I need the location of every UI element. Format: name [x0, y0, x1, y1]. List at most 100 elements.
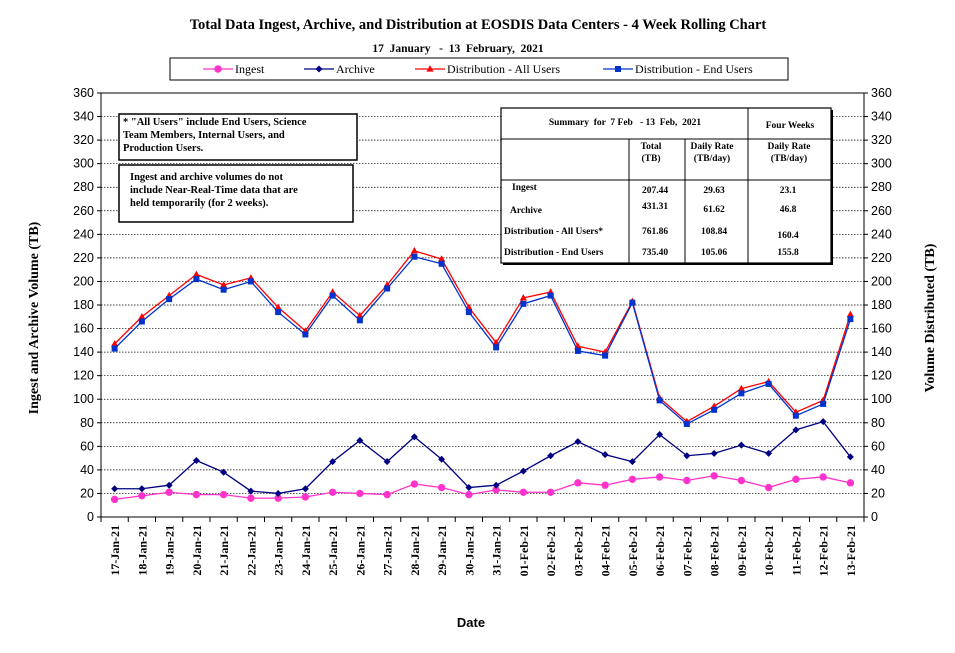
y-tick-label-left: 140: [73, 345, 94, 359]
data-point: [493, 344, 500, 351]
y-tick-label-left: 20: [80, 486, 94, 500]
row-archive-daily: 61.62: [703, 205, 725, 215]
data-point: [820, 400, 827, 407]
data-point: [629, 299, 636, 306]
chart-title: Total Data Ingest, Archive, and Distribu…: [190, 17, 767, 33]
row-archive-total: 431.31: [642, 202, 668, 212]
series-distribution-end-users: [111, 253, 854, 427]
data-point: [247, 278, 254, 285]
data-point: [192, 490, 201, 499]
y-tick-label-right: 360: [871, 86, 892, 100]
series-distribution-all-users: [111, 247, 854, 425]
x-tick-label: 05-Feb-21: [626, 525, 640, 576]
note-all-users-box: * "All Users" include End Users, Science…: [118, 113, 358, 161]
x-tick-label: 30-Jan-21: [462, 525, 476, 576]
data-point: [765, 449, 773, 457]
data-point: [846, 479, 855, 487]
y-tick-label-left: 180: [73, 298, 94, 312]
y-tick-label-left: 280: [73, 180, 94, 194]
data-point: [220, 468, 228, 476]
x-tick-label: 26-Jan-21: [353, 525, 367, 576]
data-point: [356, 489, 364, 498]
legend: Ingest Archive Distribution - All Users Dis…: [203, 62, 753, 76]
data-point: [138, 312, 146, 320]
series-archive: [111, 418, 854, 497]
data-point: [274, 303, 282, 310]
data-point: [738, 390, 745, 397]
x-tick-label: 18-Jan-21: [135, 525, 149, 576]
data-point: [765, 380, 772, 387]
data-point: [656, 397, 663, 404]
y-tick-label-right: 220: [871, 251, 892, 265]
y-tick-label-left: 80: [80, 416, 94, 430]
series-line: [114, 250, 851, 423]
data-point: [465, 484, 473, 492]
data-point: [547, 292, 554, 299]
x-tick-label: 10-Feb-21: [762, 525, 776, 576]
y-axis-right-ticks: 0 20 40 60 80 100 120 140 160 180 200 220 240 260 280 3…: [864, 86, 892, 524]
x-tick-label: 09-Feb-21: [735, 525, 749, 576]
y-tick-label-right: 0: [871, 510, 878, 524]
x-tick-label: 23-Jan-21: [272, 525, 286, 576]
y-tick-label-right: 60: [871, 439, 885, 453]
col-total-line-2: (TB): [642, 153, 661, 164]
data-point: [220, 281, 228, 288]
legend-label: Distribution - All Users: [447, 62, 560, 76]
legend-label: Distribution - End Users: [635, 62, 753, 76]
data-point: [301, 485, 309, 493]
y-tick-label-right: 240: [871, 227, 892, 241]
note-nrt-line-3: held temporarily (for 2 weeks).: [130, 198, 269, 209]
data-point: [410, 247, 418, 254]
data-point: [138, 318, 145, 325]
data-point: [328, 488, 337, 496]
row-ingest-label: Ingest: [512, 183, 538, 193]
data-point: [111, 485, 119, 493]
data-point: [683, 452, 691, 460]
data-point: [547, 452, 555, 460]
note-nrt-line-2: include Near-Real-Time data that are: [130, 185, 298, 196]
data-point: [711, 406, 718, 413]
x-tick-label: 31-Jan-21: [490, 525, 504, 576]
data-point: [219, 490, 228, 499]
data-point: [846, 453, 854, 461]
summary-header-four-weeks: Four Weeks: [766, 121, 815, 131]
y-tick-label-right: 140: [871, 345, 892, 359]
data-point: [492, 481, 500, 489]
note-all-users-line-3: Production Users.: [123, 143, 204, 154]
data-point: [602, 352, 609, 359]
x-tick-label: 25-Jan-21: [326, 525, 340, 576]
row-dist-end-four: 155.8: [777, 248, 799, 258]
y-axis-left-label: Ingest and Archive Volume (TB): [27, 221, 42, 414]
series-ingest: [110, 472, 855, 504]
series-line: [114, 420, 851, 495]
data-point: [628, 458, 636, 466]
x-tick-label: 02-Feb-21: [544, 525, 558, 576]
data-point: [819, 473, 827, 481]
note-all-users-line-1: * "All Users" include End Users, Science: [123, 117, 307, 128]
data-point: [247, 494, 255, 502]
row-ingest-four: 23.1: [780, 186, 797, 196]
note-all-users-line-2: Team Members, Internal Users, and: [123, 130, 285, 141]
x-axis-label: Date: [457, 615, 485, 630]
row-dist-all-label: Distribution - All Users*: [504, 227, 603, 237]
data-point: [520, 300, 527, 307]
data-point: [737, 441, 745, 449]
x-tick-label: 07-Feb-21: [680, 525, 694, 576]
y-tick-label-left: 40: [80, 463, 94, 477]
legend-label: Ingest: [235, 62, 265, 76]
data-point: [329, 292, 336, 299]
data-point: [220, 286, 227, 293]
row-dist-end-total: 735.40: [642, 248, 668, 258]
y-tick-label-right: 160: [871, 322, 892, 336]
data-point: [356, 317, 363, 324]
x-tick-label: 13-Feb-21: [844, 525, 858, 576]
series-group: [110, 247, 855, 504]
data-point: [546, 488, 555, 496]
legend-item-archive: Archive: [304, 62, 375, 76]
data-point: [819, 418, 827, 426]
col-four-daily-line-1: Daily Rate: [767, 142, 810, 152]
data-point: [356, 436, 364, 444]
x-tick-label: 21-Jan-21: [217, 525, 231, 576]
y-tick-label-right: 280: [871, 180, 892, 194]
